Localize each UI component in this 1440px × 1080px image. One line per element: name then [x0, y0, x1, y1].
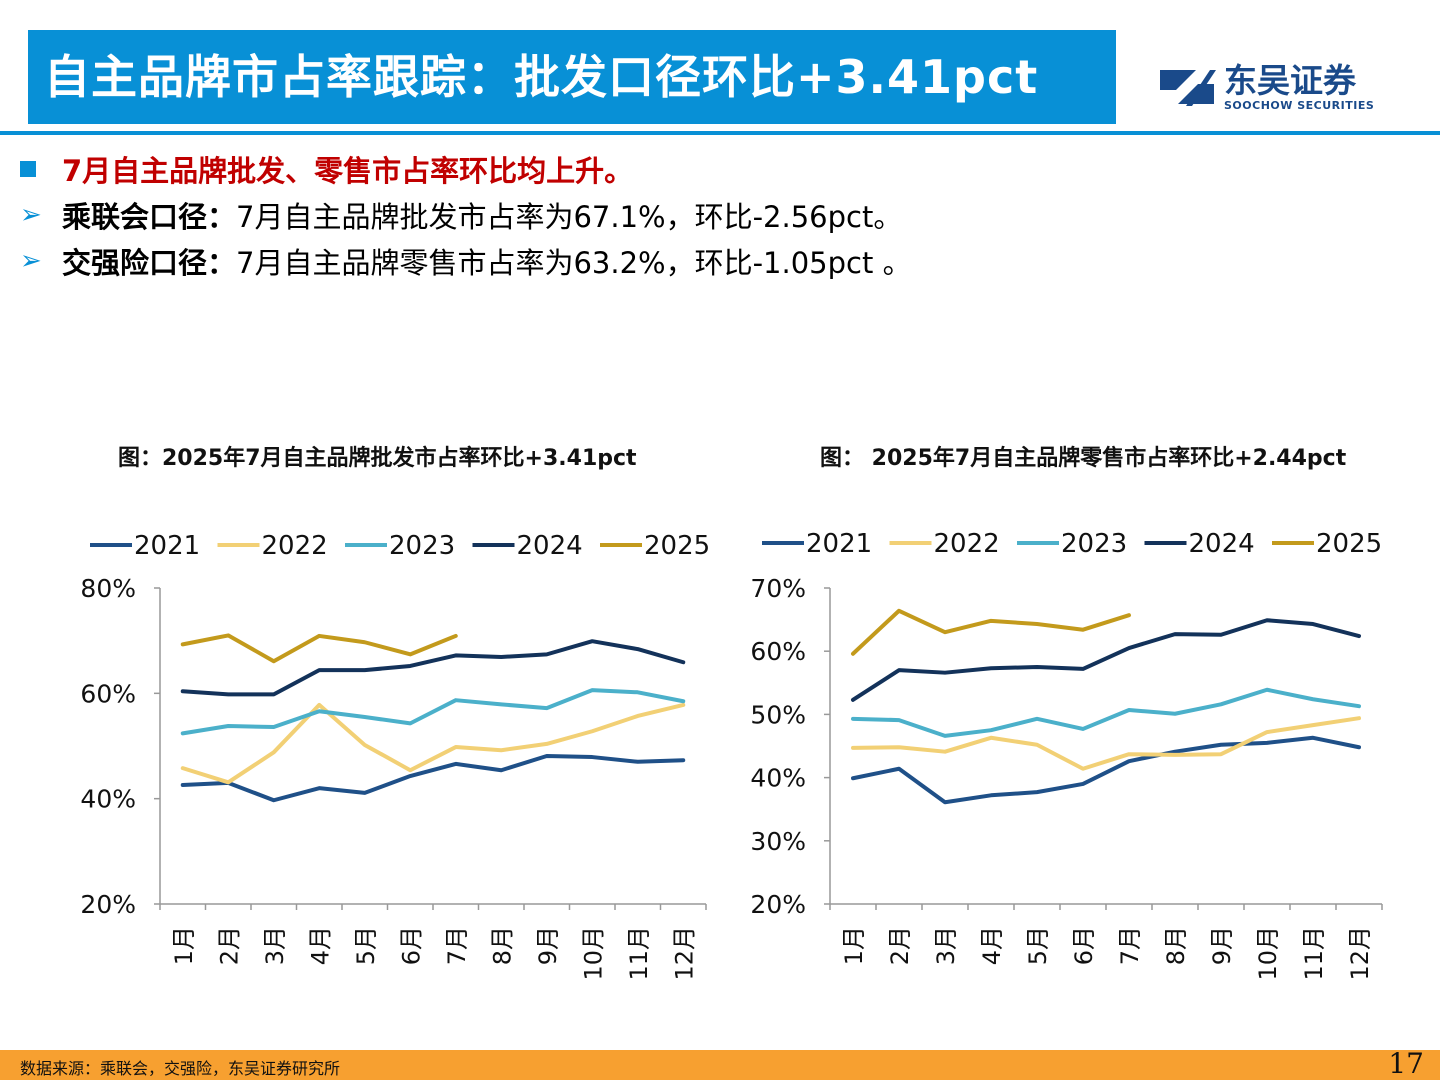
legend-label: 2022 [262, 531, 328, 561]
bullet-label: 乘联会口径： [62, 200, 237, 234]
legend-label: 2021 [806, 529, 872, 559]
legend-label: 2023 [389, 531, 455, 561]
series-line-2023 [851, 687, 1361, 738]
x-tick-label: 10月 [579, 926, 607, 981]
arrow-bullet-icon: ➢ [20, 200, 42, 230]
chart-title-retail: 图： 2025年7月自主品牌零售市占率环比+2.44pct [820, 446, 1347, 471]
page-title: 自主品牌市占率跟踪：批发口径环比+3.41pct [28, 30, 1116, 124]
logo: 东吴证券 SOOCHOW SECURITIES [1156, 62, 1374, 112]
x-tick-label: 1月 [170, 926, 198, 965]
y-tick-label: 60% [750, 637, 806, 666]
x-tick-label: 10月 [1254, 926, 1282, 981]
x-tick-label: 8月 [488, 926, 516, 965]
logo-cn: 东吴证券 [1224, 60, 1356, 100]
bullet-text: 7月自主品牌零售市占率为63.2%，环比-1.05pct 。 [236, 246, 912, 280]
arrow-bullet-icon: ➢ [20, 246, 42, 276]
logo-en: SOOCHOW SECURITIES [1224, 98, 1375, 112]
y-tick-label: 30% [750, 827, 806, 856]
series-line-2021 [851, 735, 1361, 805]
x-tick-label: 3月 [932, 926, 960, 965]
x-tick-label: 9月 [1208, 926, 1236, 965]
x-tick-label: 2月 [886, 926, 914, 965]
x-tick-label: 5月 [352, 926, 380, 965]
x-tick-label: 4月 [978, 926, 1006, 965]
y-tick-label: 60% [80, 679, 136, 708]
legend-label: 2021 [134, 531, 200, 561]
legend-label: 2025 [644, 531, 710, 561]
bullet-retail: ➢ 交强险口径： 7月自主品牌零售市占率为63.2%，环比-1.05pct 。 [20, 240, 912, 282]
x-tick-label: 11月 [1300, 926, 1328, 981]
series-line-2023 [180, 688, 686, 736]
y-tick-label: 50% [750, 700, 806, 729]
x-tick-label: 2月 [215, 926, 243, 965]
x-tick-label: 6月 [1070, 926, 1098, 965]
legend-label: 2024 [1189, 529, 1255, 559]
page-number: 17 [1388, 1047, 1424, 1080]
y-tick-label: 80% [80, 574, 136, 603]
y-tick-label: 20% [80, 890, 136, 919]
y-tick-label: 40% [750, 764, 806, 793]
square-bullet-icon [20, 161, 36, 177]
x-tick-label: 6月 [397, 926, 425, 965]
series-line-2022 [851, 716, 1361, 771]
x-tick-label: 12月 [670, 926, 698, 981]
bullet-summary: 7月自主品牌批发、零售市占率环比均上升。 [20, 148, 633, 190]
legend-label: 2024 [517, 531, 583, 561]
series-line-2024 [180, 639, 686, 697]
chart-1: 20% 30% 40% 50% 60% 70% 1月 2月 3月 4月 5月 6月 7月 8月 9月 10月 1… [750, 529, 1383, 981]
x-tick-label: 9月 [534, 926, 562, 965]
x-tick-label: 1月 [840, 926, 868, 965]
chart-0: 20% 40% 60% 80% 1月 2月 3月 4月 5月 6月 7月 8月 9月 10月 11月 12月 2… [80, 531, 710, 981]
y-tick-label: 40% [80, 785, 136, 814]
x-tick-label: 7月 [443, 926, 471, 965]
x-tick-label: 8月 [1162, 926, 1190, 965]
x-tick-label: 12月 [1346, 926, 1374, 981]
bullet-label: 交强险口径： [62, 246, 237, 280]
x-tick-label: 4月 [306, 926, 334, 965]
bullet-text: 7月自主品牌批发市占率为67.1%，环比-2.56pct。 [236, 200, 903, 234]
x-tick-label: 3月 [261, 926, 289, 965]
series-line-2021 [180, 754, 686, 803]
legend-label: 2025 [1316, 529, 1382, 559]
y-tick-label: 20% [750, 890, 806, 919]
divider [0, 131, 1440, 135]
soochow-logo-icon [1160, 70, 1216, 106]
bullet-text: 7月自主品牌批发、零售市占率环比均上升。 [62, 154, 634, 188]
series-line-2025 [851, 608, 1131, 656]
x-tick-label: 11月 [625, 926, 653, 981]
series-line-2025 [180, 633, 458, 664]
x-tick-label: 7月 [1116, 926, 1144, 965]
bullet-wholesale: ➢ 乘联会口径： 7月自主品牌批发市占率为67.1%，环比-2.56pct。 [20, 194, 902, 236]
charts: 20%40%60%80%1月 2月 3月 4月 5月 6月 7月 8月 9月 10月 11月 12月2… [80, 529, 1383, 981]
series-line-2024 [851, 618, 1361, 702]
chart-title-wholesale: 图：2025年7月自主品牌批发市占率环比+3.41pct [118, 446, 637, 471]
series-line-2022 [180, 702, 686, 785]
footer-bar [0, 1050, 1440, 1080]
source-note: 数据来源：乘联会，交强险，东吴证券研究所 [20, 1059, 341, 1078]
legend-label: 2022 [934, 529, 1000, 559]
x-tick-label: 5月 [1024, 926, 1052, 965]
legend-label: 2023 [1061, 529, 1127, 559]
y-tick-label: 70% [750, 574, 806, 603]
